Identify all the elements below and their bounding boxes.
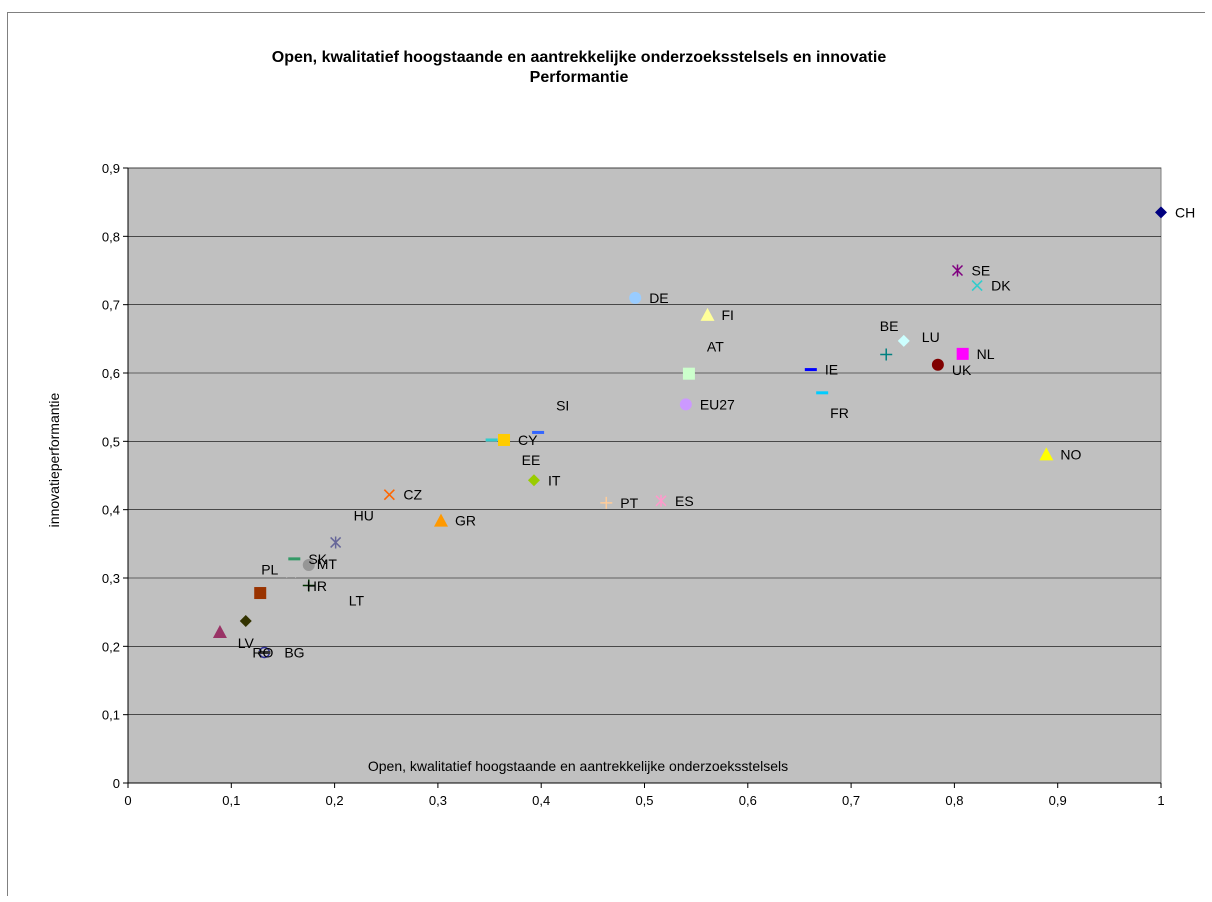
data-point-it [527, 474, 540, 487]
point-label-gr: GR [455, 513, 476, 529]
point-label-sk: SK [308, 551, 327, 567]
point-label-bg: BG [284, 644, 304, 660]
point-label-lt: LT [349, 593, 365, 609]
plot-area [127, 167, 1162, 784]
point-label-ie: IE [825, 362, 838, 378]
x-tick-label: 0,5 [635, 793, 653, 808]
data-point-fr [816, 391, 829, 395]
y-tick-label: 0,1 [102, 708, 120, 723]
x-tick-label: 0,3 [429, 793, 447, 808]
point-label-lv: LV [238, 635, 255, 651]
point-label-eu27: EU27 [700, 396, 735, 412]
point-label-pl: PL [261, 562, 278, 578]
point-label-dk: DK [991, 278, 1011, 294]
y-tick-label: 0,6 [102, 366, 120, 381]
point-label-hr: HR [307, 578, 327, 594]
y-tick-label: 0,7 [102, 298, 120, 313]
data-point-at [682, 367, 695, 380]
data-point-ee [485, 438, 498, 442]
point-label-at: AT [707, 339, 724, 355]
scatter-chart: Open, kwalitatief hoogstaande en aantrek… [46, 49, 1195, 808]
point-label-pt: PT [620, 495, 638, 511]
point-label-be: BE [880, 318, 899, 334]
point-label-si: SI [556, 397, 569, 413]
x-tick-label: 0,1 [222, 793, 240, 808]
data-point-cz [383, 489, 395, 501]
point-label-fi: FI [722, 307, 734, 323]
point-label-ch: CH [1175, 204, 1195, 220]
point-label-es: ES [675, 493, 694, 509]
x-tick-label: 0 [124, 793, 131, 808]
y-tick-label: 0,4 [102, 503, 120, 518]
y-axis-title: innovatieperformantie [46, 392, 62, 527]
data-point-mt [302, 559, 315, 572]
point-label-lu: LU [922, 329, 940, 345]
x-tick-label: 0,7 [842, 793, 860, 808]
axes: 0 0,1 0,2 0,3 0,4 0,5 0,6 0,7 0,8 0,9 0 0,1 0,2 0,3 0,… [102, 161, 1165, 808]
point-label-hu: HU [354, 507, 374, 523]
x-tick-label: 0,6 [739, 793, 757, 808]
data-point-uk [931, 358, 944, 371]
data-point-lv [239, 615, 252, 628]
data-point-fi [700, 307, 715, 321]
x-tick-label: 0,9 [1049, 793, 1067, 808]
point-label-de: DE [649, 290, 668, 306]
chart-frame: Open, kwalitatief hoogstaande en aantrek… [7, 12, 1205, 896]
data-point-es [655, 494, 667, 507]
x-axis-title: Open, kwalitatief hoogstaande en aantrek… [368, 758, 788, 774]
data-point-se [951, 264, 964, 277]
x-tick-label: 1 [1157, 793, 1164, 808]
y-tick-label: 0 [113, 776, 120, 791]
y-tick-label: 0,8 [102, 229, 120, 244]
x-tick-label: 0,8 [945, 793, 963, 808]
point-label-fr: FR [830, 405, 849, 421]
chart-subtitle: Performantie [530, 69, 629, 86]
y-tick-label: 0,3 [102, 571, 120, 586]
data-point-lt [302, 579, 315, 592]
point-label-it: IT [548, 472, 561, 488]
data-point-no [1039, 447, 1054, 461]
data-point-cy [498, 433, 511, 446]
point-label-uk: UK [952, 362, 972, 378]
data-point-sk [288, 557, 301, 561]
data-point-pt [600, 496, 613, 509]
data-point-nl [956, 347, 969, 360]
data-points [212, 206, 1167, 659]
data-point-unlabeled [254, 587, 267, 600]
data-point-hu [330, 536, 342, 549]
point-label-no: NO [1060, 446, 1081, 462]
data-point-ch [1155, 206, 1167, 219]
y-tick-label: 0,9 [102, 161, 120, 176]
data-point-pl [285, 566, 297, 579]
point-label-ee: EE [522, 452, 541, 468]
data-point-dk [971, 279, 983, 292]
y-tick-label: 0,5 [102, 434, 120, 449]
grid-lines [128, 167, 1161, 715]
point-label-cy: CY [518, 432, 538, 448]
data-point-bg [258, 650, 271, 654]
data-point-de [629, 291, 642, 304]
data-point-si [532, 430, 545, 434]
data-point-unlabeled [880, 348, 893, 361]
data-point-be [897, 334, 910, 347]
data-point-unlabeled [212, 624, 227, 638]
data-point-gr [433, 513, 448, 527]
data-point-ie [804, 368, 817, 372]
point-label-nl: NL [977, 346, 995, 362]
x-tick-label: 0,4 [532, 793, 550, 808]
y-tick-label: 0,2 [102, 639, 120, 654]
point-label-se: SE [971, 263, 990, 279]
point-label-ro: RO [252, 644, 273, 660]
point-label-mt: MT [317, 556, 338, 572]
data-point-eu27 [679, 398, 692, 411]
chart-title: Open, kwalitatief hoogstaande en aantrek… [272, 49, 887, 66]
point-label-cz: CZ [403, 487, 422, 503]
x-tick-label: 0,2 [326, 793, 344, 808]
